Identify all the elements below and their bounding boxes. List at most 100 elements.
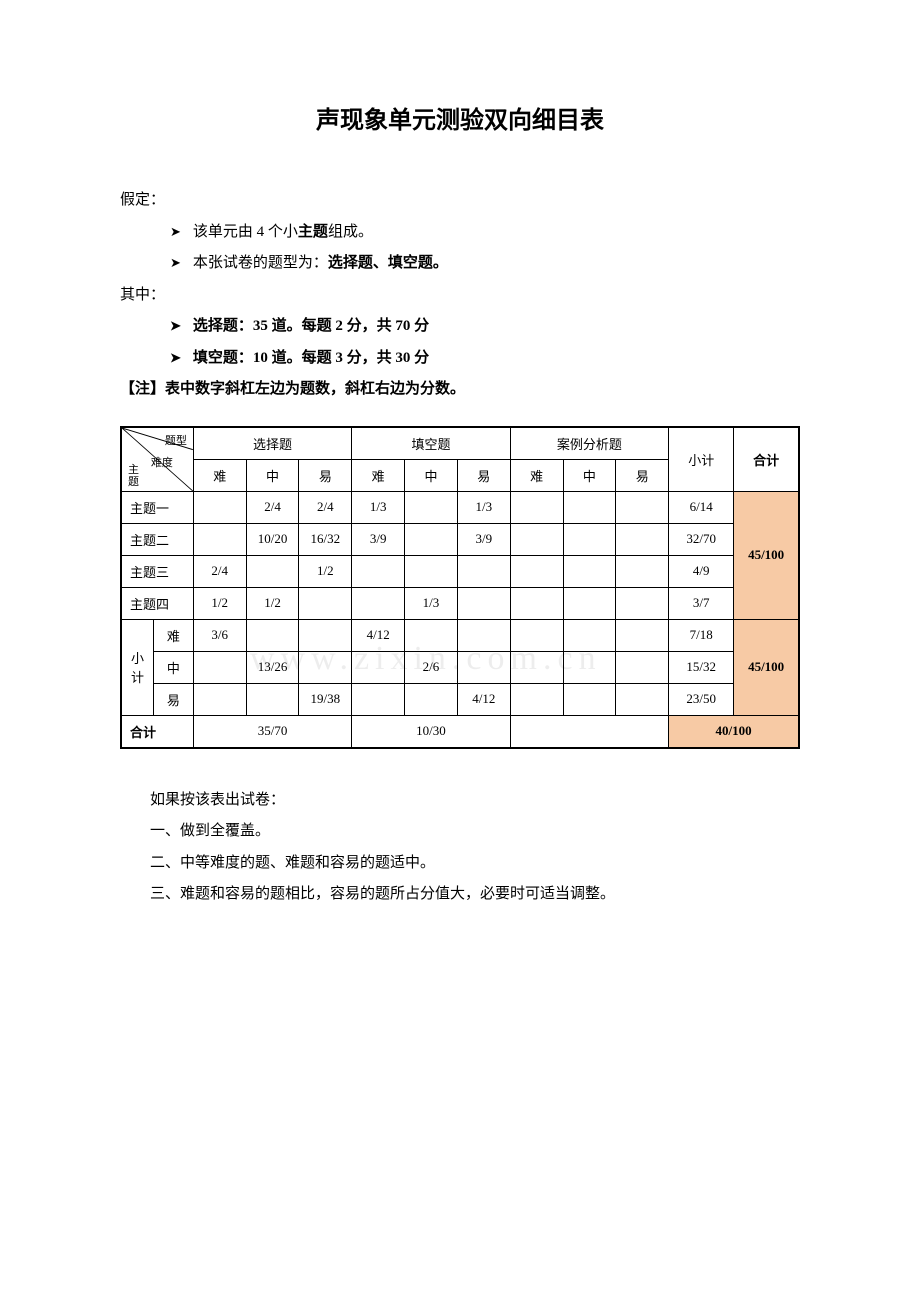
diff-header: 难 — [193, 459, 246, 491]
subtotal-block-label: 小 计 — [121, 619, 154, 715]
cell — [457, 651, 510, 683]
bullet-icon — [170, 350, 193, 366]
outro-p1: 一、做到全覆盖。 — [120, 816, 800, 848]
subtotal-cell: 32/70 — [669, 523, 734, 555]
grandtotal-cell: 45/100 — [734, 619, 799, 715]
outro-block: 如果按该表出试卷： 一、做到全覆盖。 二、中等难度的题、难题和容易的题适中。 三… — [120, 785, 800, 911]
grandtotal-header: 合计 — [734, 427, 799, 492]
row-label: 主题二 — [121, 523, 193, 555]
cell — [352, 651, 405, 683]
cell: 3/9 — [352, 523, 405, 555]
footer-cell: 10/30 — [352, 715, 510, 748]
row-label: 主题四 — [121, 587, 193, 619]
cell: 1/3 — [457, 491, 510, 523]
group-header: 案例分析题 — [510, 427, 668, 460]
group-header: 填空题 — [352, 427, 510, 460]
cell: 2/4 — [193, 555, 246, 587]
bullet2-prefix: 本张试卷的题型为： — [193, 255, 328, 271]
cell — [616, 491, 669, 523]
bullet-icon — [170, 224, 193, 240]
bullet-1: 该单元由 4 个小主题组成。 — [120, 217, 800, 249]
cell — [405, 683, 458, 715]
cell: 19/38 — [299, 683, 352, 715]
subtotal-row: 易 19/38 4/12 23/50 — [121, 683, 799, 715]
cell — [510, 523, 563, 555]
cell — [510, 651, 563, 683]
cell — [299, 651, 352, 683]
cell — [299, 619, 352, 651]
cell — [352, 587, 405, 619]
subtotal-row: 小 计 难 3/6 4/12 7/18 45/100 — [121, 619, 799, 651]
cell — [457, 587, 510, 619]
table-row: 主题三 2/4 1/2 4/9 — [121, 555, 799, 587]
subtotal-cell: 15/32 — [669, 651, 734, 683]
cell — [246, 619, 299, 651]
spec-table: 题型 难度 主 题 选择题 填空题 案例分析题 小计 合计 难 中 易 难 中 … — [120, 426, 800, 749]
subtotal-diff-label: 易 — [154, 683, 194, 715]
cell — [510, 587, 563, 619]
cell — [510, 683, 563, 715]
cell — [405, 491, 458, 523]
cell — [352, 683, 405, 715]
cell — [616, 523, 669, 555]
row-label: 主题一 — [121, 491, 193, 523]
cell — [352, 555, 405, 587]
cell — [193, 491, 246, 523]
subtotal-header: 小计 — [669, 427, 734, 492]
cell: 13/26 — [246, 651, 299, 683]
diff-header: 易 — [616, 459, 669, 491]
cell — [299, 587, 352, 619]
cell — [616, 555, 669, 587]
bullet1-prefix: 该单元由 4 个小 — [193, 224, 298, 240]
bullet1-suffix: 组成。 — [328, 224, 373, 240]
subtotal-row: 中 13/26 2/6 15/32 — [121, 651, 799, 683]
subtotal-cell: 6/14 — [669, 491, 734, 523]
grandtotal-cell: 45/100 — [734, 491, 799, 619]
subtotal-cell: 3/7 — [669, 587, 734, 619]
note-line: 【注】表中数字斜杠左边为题数，斜杠右边为分数。 — [120, 374, 800, 406]
diag-label-difficulty: 难度 — [151, 454, 173, 470]
footer-row: 合计 35/70 10/30 40/100 — [121, 715, 799, 748]
cell: 2/4 — [246, 491, 299, 523]
diff-header: 易 — [457, 459, 510, 491]
cell — [193, 523, 246, 555]
header-row-1: 题型 难度 主 题 选择题 填空题 案例分析题 小计 合计 — [121, 427, 799, 460]
outro-p3: 三、难题和容易的题相比，容易的题所占分值大，必要时可适当调整。 — [120, 879, 800, 911]
footer-cell: 35/70 — [193, 715, 351, 748]
footer-label: 合计 — [121, 715, 193, 748]
bullet-2: 本张试卷的题型为：选择题、填空题。 — [120, 248, 800, 280]
diff-header: 中 — [246, 459, 299, 491]
cell: 3/9 — [457, 523, 510, 555]
footer-cell — [510, 715, 668, 748]
cell: 1/3 — [352, 491, 405, 523]
cell: 3/6 — [193, 619, 246, 651]
table-row: 主题一 2/4 2/4 1/3 1/3 6/14 45/100 — [121, 491, 799, 523]
cell — [563, 619, 616, 651]
cell — [405, 555, 458, 587]
group-header: 选择题 — [193, 427, 351, 460]
diff-header: 易 — [299, 459, 352, 491]
intro-block: 假定： 该单元由 4 个小主题组成。 本张试卷的题型为：选择题、填空题。 其中：… — [120, 185, 800, 406]
diag-label-type: 题型 — [165, 432, 187, 448]
bullet-icon — [170, 255, 193, 271]
diff-header: 中 — [405, 459, 458, 491]
bullet-icon — [170, 318, 193, 334]
diff-header: 中 — [563, 459, 616, 491]
cell — [563, 555, 616, 587]
cell — [563, 523, 616, 555]
cell — [457, 555, 510, 587]
cell — [510, 555, 563, 587]
cell — [563, 491, 616, 523]
table-row: 主题二 10/20 16/32 3/9 3/9 32/70 — [121, 523, 799, 555]
cell — [246, 555, 299, 587]
page-title: 声现象单元测验双向细目表 — [120, 100, 800, 135]
cell — [246, 683, 299, 715]
subtotal-cell: 4/9 — [669, 555, 734, 587]
bullet1-bold: 主题 — [298, 224, 328, 240]
bullet2-bold: 选择题、填空题。 — [328, 255, 448, 271]
cell — [616, 619, 669, 651]
cell: 1/2 — [193, 587, 246, 619]
cell — [405, 619, 458, 651]
diff-header: 难 — [352, 459, 405, 491]
cell: 4/12 — [352, 619, 405, 651]
